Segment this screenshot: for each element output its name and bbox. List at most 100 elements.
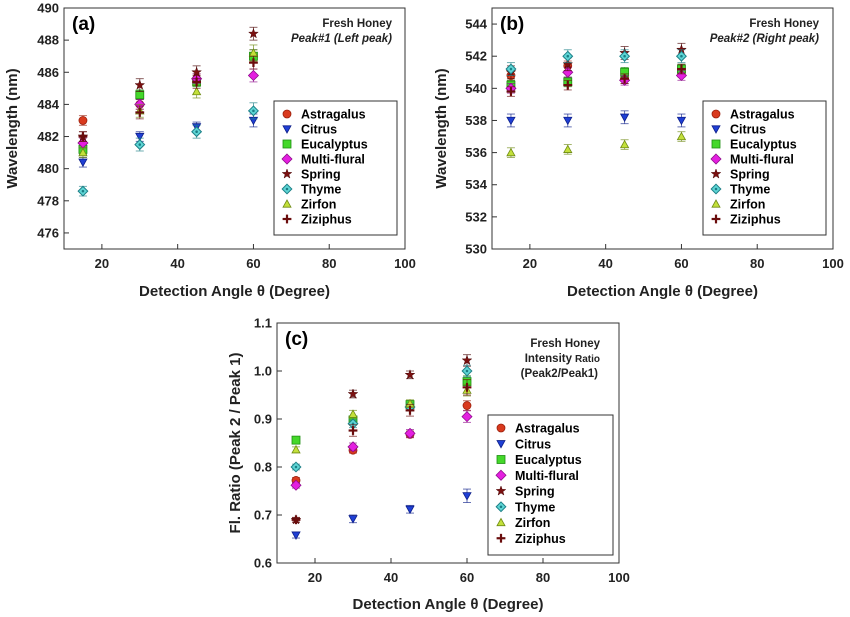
series-astragalus — [78, 49, 258, 126]
legend-label: Multi-flural — [515, 469, 579, 483]
series-eucalyptus — [506, 63, 686, 91]
legend-item: Spring — [495, 485, 555, 499]
data-point — [461, 411, 473, 423]
chart-panel-3: 0.6 0.7 0.8 0.9 1.0 1.1 20 40 60 80 100 Detection A… — [227, 316, 630, 614]
y-tick-label: 0.6 — [254, 556, 272, 571]
legend-frame — [273, 100, 398, 236]
legend-item: Zirfon — [711, 198, 765, 212]
y-tick-label: 0.8 — [254, 460, 272, 475]
series-multi-flural — [505, 66, 688, 94]
data-point — [404, 369, 416, 380]
series-eucalyptus — [291, 375, 472, 445]
panel-label: (b) — [500, 14, 524, 35]
annotation: Fresh Honey Peak#2 (Right peak) — [710, 18, 820, 45]
y-tick-label: 1.1 — [254, 316, 272, 331]
data-point — [405, 505, 415, 515]
data-point — [619, 50, 631, 62]
legend-label: Multi-flural — [301, 153, 365, 167]
legend-frame — [487, 414, 614, 556]
data-point — [348, 515, 358, 524]
y-tick-label: 480 — [37, 161, 59, 176]
x-axis-title: Detection Angle θ (Degree) — [353, 596, 544, 613]
data-point — [191, 126, 203, 138]
series-astragalus — [506, 60, 686, 84]
data-point — [191, 66, 203, 77]
x-tick-label: 40 — [384, 570, 398, 585]
legend-marker — [495, 485, 507, 496]
data-point — [134, 139, 146, 151]
series-astragalus — [291, 400, 472, 485]
legend-marker — [496, 440, 506, 449]
legend-item: Astragalus — [711, 108, 795, 122]
data-point — [563, 144, 573, 153]
data-point — [290, 479, 302, 491]
legend-label: Eucalyptus — [730, 138, 797, 152]
legend-marker — [282, 199, 292, 208]
panel-label: (c) — [285, 329, 308, 350]
x-axis: 20 40 60 80 100 — [523, 244, 844, 271]
data-point — [619, 139, 630, 149]
data-point — [461, 365, 473, 377]
data-point — [347, 441, 359, 453]
legend-item: Astragalus — [282, 108, 366, 122]
series-spring — [290, 354, 473, 525]
legend-marker — [281, 183, 293, 195]
data-point — [506, 87, 516, 96]
legend-label: Citrus — [301, 123, 337, 137]
legend-item: Multi-flural — [710, 153, 794, 167]
legend-label: Zirfon — [515, 516, 550, 530]
legend-item: Thyme — [281, 183, 341, 197]
legend-label: Thyme — [515, 500, 555, 514]
panel-label: (a) — [72, 14, 95, 35]
legend-label: Spring — [730, 168, 770, 182]
y-tick-label: 488 — [37, 33, 59, 48]
x-tick-label: 100 — [822, 256, 844, 271]
legend-marker — [711, 139, 721, 149]
legend-item: Zirfon — [282, 198, 336, 212]
legend-item: Multi-flural — [281, 153, 365, 167]
y-tick-label: 482 — [37, 129, 59, 144]
series-citrus — [291, 488, 472, 540]
legend-label: Ziziphus — [301, 213, 352, 227]
legend-item: Eucalyptus — [711, 138, 797, 152]
data-point — [405, 405, 415, 415]
data-point — [676, 131, 687, 141]
legend-item: Thyme — [495, 500, 555, 514]
data-point — [675, 50, 687, 62]
data-point — [506, 116, 516, 126]
y-tick-label: 530 — [465, 242, 487, 257]
legend-label: Multi-flural — [730, 153, 794, 167]
legend-label: Citrus — [515, 437, 551, 451]
data-point — [506, 147, 516, 157]
legend-marker — [495, 469, 507, 481]
annotation-subtitle-2: (Peak2/Peak1) — [521, 368, 599, 380]
legend-item: Ziziphus — [282, 213, 352, 227]
legend-label: Thyme — [301, 183, 341, 197]
y-axis: 0.6 0.7 0.8 0.9 1.0 1.1 — [254, 316, 282, 571]
y-tick-label: 534 — [465, 177, 487, 192]
legend-item: Citrus — [282, 123, 337, 137]
x-axis: 20 40 60 80 100 — [308, 558, 630, 585]
y-tick-label: 478 — [37, 193, 59, 208]
legend-item: Astragalus — [496, 422, 580, 436]
data-point — [291, 531, 301, 540]
y-tick-label: 0.9 — [254, 412, 272, 427]
legend-marker — [710, 153, 722, 165]
x-tick-label: 20 — [308, 570, 322, 585]
y-tick-label: 0.7 — [254, 508, 272, 523]
data-point — [135, 132, 145, 142]
data-point — [247, 27, 259, 39]
legend-frame — [702, 100, 827, 236]
legend-item: Eucalyptus — [496, 453, 582, 467]
data-point — [78, 116, 88, 125]
y-tick-label: 1.0 — [254, 364, 272, 379]
legend-marker — [496, 533, 506, 543]
data-point — [249, 58, 258, 68]
legend-marker — [281, 153, 293, 165]
y-tick-label: 486 — [37, 65, 59, 80]
legend-label: Citrus — [730, 123, 766, 137]
y-axis-title: Wavelength (nm) — [433, 68, 450, 188]
x-tick-label: 100 — [394, 256, 416, 271]
y-tick-label: 476 — [37, 225, 59, 240]
legend-marker — [495, 501, 507, 513]
